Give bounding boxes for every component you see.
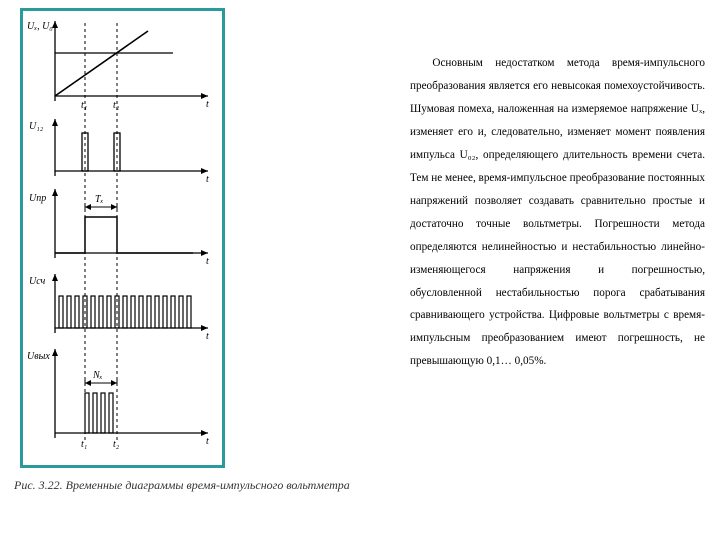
figure-panel: Uₓ, U₀ t t₁ t₂ U₁₂ t [20, 8, 225, 468]
x-label-3: t [206, 256, 209, 267]
t1-label-5: t₁ [81, 439, 87, 450]
t2-label-1: t₂ [113, 100, 120, 111]
x-label-5: t [206, 436, 209, 447]
subplot-1: Uₓ, U₀ t t₁ t₂ [27, 21, 209, 111]
t2-label-5: t₂ [113, 439, 120, 450]
y1-label: Uₓ, U₀ [27, 21, 53, 32]
y5-label: Uвых [27, 351, 50, 362]
y3-label: Uпр [29, 193, 46, 204]
subplot-3: Uпр t Tₓ [29, 189, 209, 267]
figure-caption: Рис. 3.22. Временные диаграммы время-имп… [14, 478, 414, 493]
tx-label: Tₓ [95, 194, 104, 205]
x-label-1: t [206, 99, 209, 110]
body-text: Основным недостатком метода время-импуль… [410, 52, 705, 373]
subplot-2: U₁₂ t [29, 119, 209, 185]
nx-label: Nₓ [92, 370, 103, 381]
paragraph-1: Основным недостатком метода время-импуль… [410, 52, 705, 373]
subplot-4: Uсч t [29, 274, 209, 342]
t1-label-1: t₁ [81, 100, 87, 111]
y4-label: Uсч [29, 276, 46, 287]
x-label-4: t [206, 331, 209, 342]
timing-diagram-svg: Uₓ, U₀ t t₁ t₂ U₁₂ t [23, 11, 222, 465]
x-label-2: t [206, 174, 209, 185]
subplot-5: Uвых t Nₓ t₁ t₂ [27, 349, 209, 450]
y2-label: U₁₂ [29, 121, 44, 132]
figure-inner: Uₓ, U₀ t t₁ t₂ U₁₂ t [23, 11, 222, 465]
